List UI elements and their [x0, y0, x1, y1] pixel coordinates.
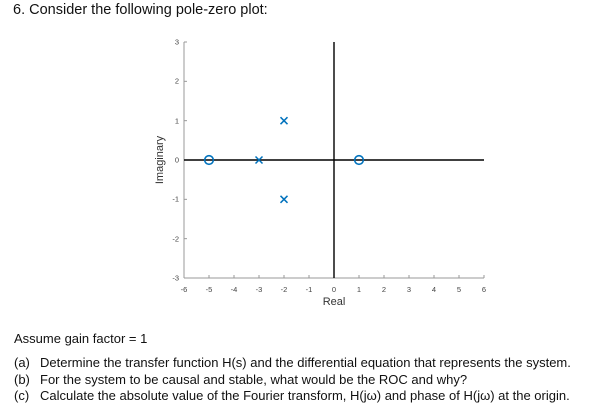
- x-tick-label: -1: [305, 285, 313, 294]
- pole-marker-icon: [254, 155, 264, 165]
- part-label: (b): [14, 371, 30, 387]
- y-tick-label: 2: [174, 76, 179, 86]
- x-tick-label: 4: [431, 285, 437, 294]
- pole-zero-plot: -6 -5 -4 -3 -2 -1 0 1 2 3 4 5 6 3 2 1 0 -1 -2 -3 Real Imag…: [154, 37, 487, 309]
- x-tick-label: -5: [205, 285, 213, 294]
- y-tick-label: 3: [174, 37, 179, 47]
- part-text: For the system to be causal and stable, …: [40, 371, 468, 387]
- part-text: Calculate the absolute value of the Four…: [40, 388, 570, 403]
- x-tick-label: 0: [331, 285, 337, 294]
- pole-marker-icon: [279, 116, 289, 125]
- x-tick-label: 1: [356, 285, 362, 294]
- part-b: (b) For the system to be causal and stab…: [14, 372, 571, 389]
- part-label: (c): [14, 388, 30, 403]
- question-title: 6. Consider the following pole-zero plot…: [13, 2, 268, 18]
- x-tick-label: 2: [381, 285, 387, 294]
- zero-marker-icon: [203, 154, 215, 166]
- y-tick-label: -1: [172, 194, 179, 204]
- y-tick-label: -2: [172, 234, 179, 244]
- y-tick-label: -3: [172, 273, 179, 283]
- x-tick-label: 6: [481, 285, 487, 294]
- part-text: Determine the transfer function H(s) and…: [40, 355, 571, 370]
- x-tick-label: -2: [280, 285, 288, 294]
- x-tick-label: 3: [406, 285, 412, 294]
- question-parts: (a) Determine the transfer function H(s)…: [14, 355, 571, 405]
- markers: [203, 116, 365, 204]
- zero-marker-icon: [353, 154, 365, 166]
- y-tick-label: 0: [174, 155, 179, 165]
- y-axis-label: Imaginary: [154, 135, 166, 185]
- part-a: (a) Determine the transfer function H(s)…: [14, 355, 571, 372]
- x-tick-label: -6: [180, 285, 188, 294]
- plot-canvas: [183, 41, 485, 279]
- pole-marker-icon: [279, 195, 289, 204]
- x-tick-label: -4: [230, 285, 238, 294]
- x-axis-label: Real: [322, 296, 346, 308]
- y-tick-label: 1: [174, 116, 179, 126]
- x-tick-label: 5: [456, 285, 462, 294]
- part-label: (a): [14, 355, 30, 370]
- x-tick-label: -3: [255, 285, 263, 294]
- part-c: (c) Calculate the absolute value of the …: [14, 388, 571, 405]
- gain-statement: Assume gain factor = 1: [14, 331, 148, 346]
